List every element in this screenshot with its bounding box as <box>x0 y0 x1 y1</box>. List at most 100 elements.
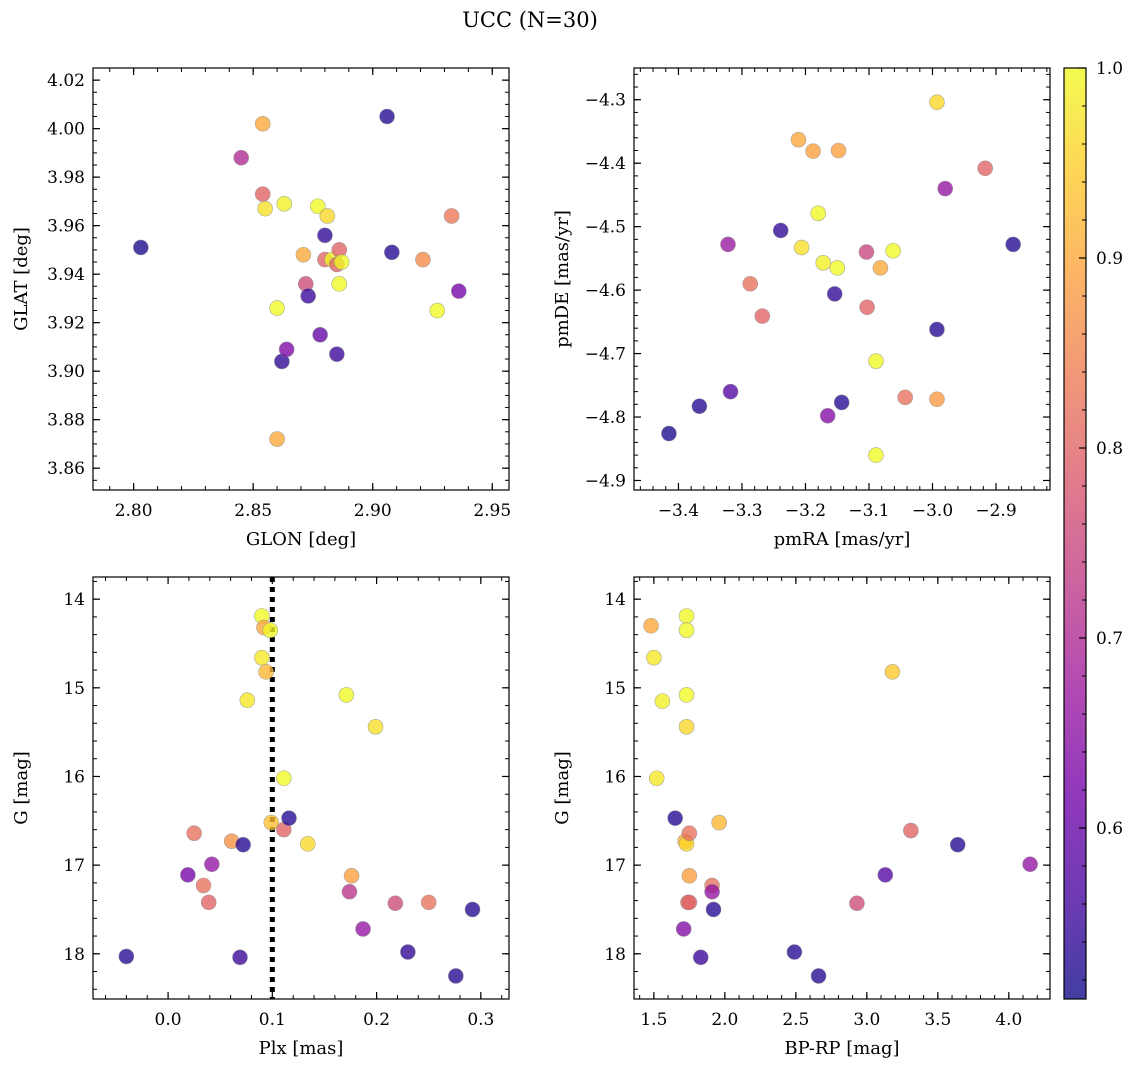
data-point <box>186 825 202 842</box>
data-point <box>258 664 274 680</box>
data-point <box>675 921 692 937</box>
axes-frame <box>633 576 1051 1000</box>
data-point <box>254 186 271 202</box>
data-point <box>667 810 683 826</box>
y-tick-label: 4.02 <box>47 71 85 91</box>
y-tick-label: 3.90 <box>47 362 85 382</box>
x-tick-label: −3.2 <box>785 501 826 521</box>
x-tick-label: 2.85 <box>234 501 272 521</box>
x-tick-label: 0.2 <box>363 1010 390 1030</box>
figure-title: UCC (N=30) <box>462 8 598 32</box>
y-tick-label: 15 <box>63 679 85 699</box>
chart-glon-glat: 2.80 2.85 2.90 2.95 3.86 3.88 3.90 3.92 3.94 3.96… <box>11 67 511 550</box>
data-point <box>239 692 256 709</box>
data-point <box>275 770 292 787</box>
data-point <box>897 389 913 406</box>
data-point <box>929 94 945 111</box>
data-point <box>263 814 280 831</box>
data-point <box>204 856 220 873</box>
y-tick-label: 17 <box>63 856 85 876</box>
y-tick-label: 17 <box>604 856 626 876</box>
data-point <box>711 814 727 831</box>
minor-ticks <box>634 577 1050 999</box>
data-point <box>180 867 196 883</box>
x-tick-label: 2.80 <box>115 501 153 521</box>
data-points <box>133 108 467 447</box>
y-tick-label: 16 <box>604 767 626 787</box>
data-point <box>858 244 875 260</box>
data-points <box>118 577 481 999</box>
data-points <box>661 94 1021 463</box>
data-point <box>868 447 884 463</box>
y-axis-label: pmDE [mas/yr] <box>552 210 573 348</box>
data-point <box>884 664 901 680</box>
y-tick-label: 3.88 <box>47 411 85 431</box>
data-point <box>648 770 665 787</box>
x-tick-label: 0.3 <box>467 1010 494 1030</box>
data-point <box>790 131 807 148</box>
data-point <box>872 260 889 276</box>
data-point <box>338 687 355 703</box>
data-point <box>281 810 297 826</box>
data-point <box>295 246 312 263</box>
colorbar-gradient <box>1063 67 1087 1000</box>
data-point <box>254 649 270 666</box>
x-tick-label: 2.95 <box>473 501 511 521</box>
data-point <box>278 341 295 358</box>
data-point <box>235 836 251 853</box>
colorbar: 0.6 0.7 0.8 0.9 1.0 <box>1063 59 1123 1000</box>
y-tick-label: 18 <box>63 945 85 965</box>
x-tick-label: −3.1 <box>848 501 889 521</box>
colorbar-tick-label: 0.8 <box>1096 439 1123 459</box>
data-point <box>829 260 846 276</box>
data-point <box>355 921 371 937</box>
y-tick-label: 18 <box>604 945 626 965</box>
data-point <box>329 346 345 362</box>
x-tick-label: −3.0 <box>912 501 953 521</box>
y-tick-label: 16 <box>63 767 85 787</box>
data-point <box>118 948 135 965</box>
y-tick-label: −4.4 <box>585 154 626 174</box>
data-point <box>681 867 698 884</box>
data-point <box>387 895 404 912</box>
data-point <box>300 288 316 304</box>
data-point <box>319 208 336 224</box>
y-axis-label: G [mag] <box>552 751 573 824</box>
data-point <box>977 160 994 177</box>
data-point <box>254 115 271 132</box>
x-tick-label: 0.0 <box>155 1010 182 1030</box>
data-point <box>830 142 847 159</box>
y-tick-label: 3.92 <box>47 314 85 334</box>
data-point <box>826 286 843 302</box>
data-point <box>420 894 437 911</box>
axes-frame <box>92 576 510 1000</box>
x-tick-label: 4.0 <box>995 1010 1022 1030</box>
data-point <box>877 867 894 883</box>
x-axis-label: BP-RP [mag] <box>784 1038 899 1059</box>
x-tick-label: 3.0 <box>853 1010 880 1030</box>
data-point <box>810 205 826 222</box>
y-tick-label: 3.96 <box>47 217 85 237</box>
data-point <box>903 822 919 839</box>
data-point <box>868 353 884 369</box>
data-point <box>937 180 954 197</box>
y-tick-label: −4.9 <box>585 471 626 491</box>
data-point <box>859 299 875 316</box>
data-point <box>341 883 358 900</box>
data-point <box>654 693 671 709</box>
data-point <box>448 968 464 984</box>
y-tick-label: 14 <box>63 590 85 610</box>
chart-pmra-pmde: −3.4 −3.3 −3.2 −3.1 −3.0 −2.9 −4.9 −4.8 −4.7 −4.6… <box>552 67 1051 550</box>
data-point <box>232 949 248 966</box>
data-point <box>678 622 695 638</box>
data-points <box>643 608 1038 984</box>
data-point <box>276 196 293 212</box>
data-point <box>786 944 803 960</box>
minor-ticks <box>93 577 509 999</box>
data-point <box>681 825 698 842</box>
data-point <box>379 108 395 125</box>
y-tick-label: −4.5 <box>585 218 626 238</box>
chart-bprp-g: 1.5 2.0 2.5 3.0 3.5 4.0 14 15 16 17 18 BP-RP [mag] G… <box>552 576 1051 1059</box>
data-point <box>415 251 431 268</box>
data-point <box>705 901 722 918</box>
